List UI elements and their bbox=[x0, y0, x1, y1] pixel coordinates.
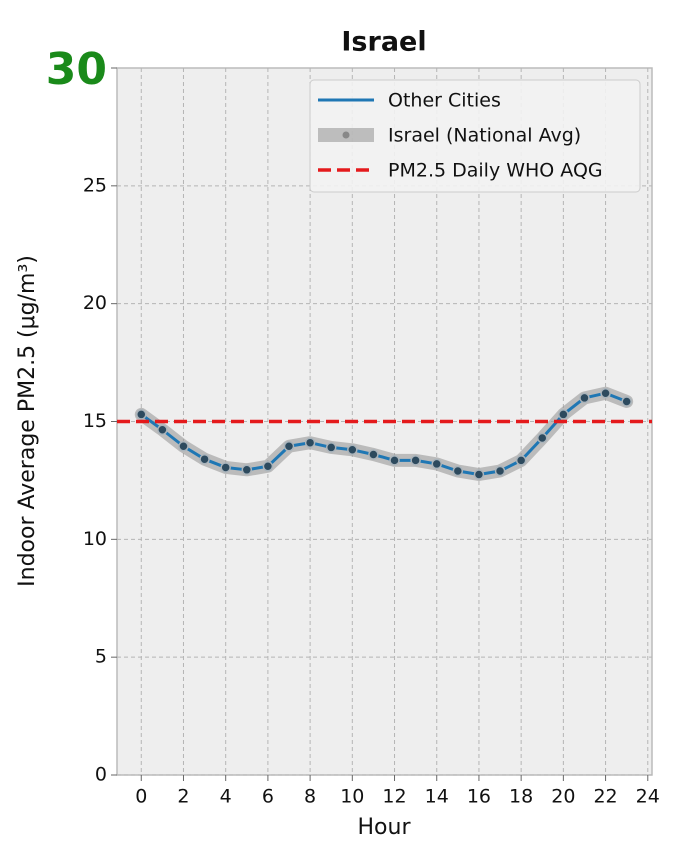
x-tick-label: 20 bbox=[551, 786, 575, 808]
legend-label: Other Cities bbox=[388, 90, 501, 112]
point bbox=[600, 387, 611, 399]
point bbox=[304, 437, 316, 448]
y-tick-label: 20 bbox=[83, 292, 107, 314]
y-tick-label: 0 bbox=[95, 764, 107, 786]
point bbox=[220, 462, 231, 473]
point bbox=[579, 392, 590, 404]
legend: Other Cities Israel (National Avg) PM2.5 D… bbox=[309, 79, 641, 193]
point bbox=[241, 464, 253, 476]
y-tick-label: 30 bbox=[46, 44, 107, 95]
x-tick-label: 16 bbox=[467, 786, 491, 808]
legend-label: Israel (National Avg) bbox=[388, 125, 581, 147]
point bbox=[537, 432, 548, 444]
x-tick-label: 24 bbox=[636, 786, 660, 808]
point bbox=[325, 442, 337, 453]
y-tick-label: 5 bbox=[95, 646, 107, 668]
point bbox=[431, 458, 442, 470]
legend-box bbox=[309, 79, 641, 193]
x-tick-label: 0 bbox=[135, 786, 147, 808]
x-tick-label: 12 bbox=[382, 786, 406, 808]
point bbox=[199, 453, 210, 465]
x-tick-label: 18 bbox=[509, 786, 533, 808]
chart-title: Israel bbox=[341, 27, 426, 58]
point bbox=[389, 455, 400, 466]
point bbox=[262, 461, 274, 472]
x-axis-label: Hour bbox=[358, 815, 412, 840]
point bbox=[347, 444, 358, 456]
x-tick-label: 14 bbox=[425, 786, 449, 808]
point bbox=[157, 424, 168, 435]
point bbox=[410, 455, 421, 466]
x-tick-label: 6 bbox=[262, 786, 274, 808]
legend-label: PM2.5 Daily WHO AQG bbox=[388, 160, 603, 182]
x-tick-label: 10 bbox=[340, 786, 364, 808]
point bbox=[515, 455, 527, 466]
y-tick-label: 15 bbox=[83, 410, 107, 432]
point bbox=[368, 449, 379, 460]
point bbox=[178, 440, 189, 452]
x-tick-label: 4 bbox=[220, 786, 232, 808]
point bbox=[136, 409, 147, 420]
x-tick-label: 2 bbox=[177, 786, 189, 808]
point bbox=[283, 440, 295, 452]
point bbox=[621, 396, 632, 407]
x-tick-label: 8 bbox=[304, 786, 316, 808]
point bbox=[494, 465, 506, 477]
point bbox=[473, 469, 485, 480]
y-tick-label: 25 bbox=[83, 174, 107, 196]
marks bbox=[117, 386, 652, 482]
point bbox=[452, 465, 464, 477]
y-tick-label: 10 bbox=[83, 528, 107, 550]
y-axis-label: Indoor Average PM2.5 (μg/m³) bbox=[15, 255, 40, 587]
point bbox=[558, 409, 569, 420]
x-tick-label: 22 bbox=[593, 786, 617, 808]
legend-swatch bbox=[342, 131, 350, 139]
